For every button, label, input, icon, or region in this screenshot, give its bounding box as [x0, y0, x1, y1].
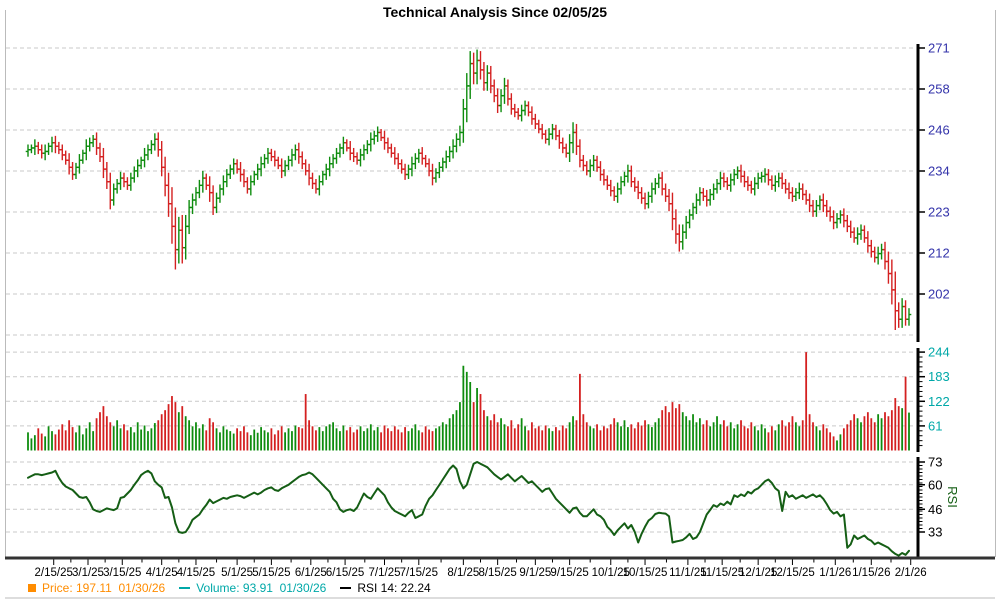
volume-axis: 244 183 122 61 — [919, 345, 950, 447]
x-axis-label: 1/1/26 — [819, 567, 851, 579]
x-axis-label: 3/15/25 — [103, 567, 141, 579]
x-axis: 2/15/25 3/1/25 3/15/25 4/1/25 4/15/25 5/1/25 5… — [5, 556, 995, 579]
rsi-axis-title: RSI — [945, 486, 960, 508]
volume-axis-label: 61 — [928, 418, 942, 433]
price-axis-label: 202 — [928, 287, 950, 302]
price-axis: 271 258 246 234 223 212 202 — [919, 41, 950, 302]
rsi-axis-label: 73 — [928, 455, 942, 470]
x-axis-label: 5/1/25 — [221, 567, 253, 579]
x-axis-label: 6/15/25 — [326, 567, 364, 579]
x-axis-label: 7/1/25 — [369, 567, 401, 579]
x-axis-label: 2/1/26 — [895, 567, 927, 579]
chart-legend: Price: 197.11 01/30/26 Volume: 93.91 01/3… — [28, 580, 431, 595]
volume-axis-label: 244 — [928, 345, 950, 360]
x-axis-label: 11/15/25 — [700, 567, 744, 579]
price-axis-label: 223 — [928, 205, 950, 220]
x-axis-label: 10/15/25 — [623, 567, 668, 579]
chart-title: Technical Analysis Since 02/05/25 — [382, 4, 608, 20]
volume-legend-label: Volume: 93.91 01/30/26 — [196, 580, 327, 595]
volume-axis-label: 122 — [928, 394, 950, 409]
x-axis-label: 9/15/25 — [550, 567, 588, 579]
rsi-axis: 73 60 46 33 RSI — [919, 455, 960, 540]
price-axis-label: 258 — [928, 82, 950, 97]
rsi-panel — [27, 461, 910, 557]
x-axis-label: 2/15/25 — [35, 567, 73, 579]
chart-frame — [5, 10, 996, 599]
rsi-legend-label: RSI 14: 22.24 — [357, 580, 431, 595]
x-axis-label: 10/1/25 — [592, 567, 630, 579]
rsi-axis-label: 33 — [928, 525, 942, 540]
volume-legend-marker-icon — [179, 586, 191, 589]
gridlines — [6, 47, 916, 533]
x-axis-label: 3/1/25 — [72, 567, 104, 579]
rsi-axis-label: 60 — [928, 477, 942, 492]
price-axis-label: 271 — [928, 41, 950, 56]
price-axis-label: 212 — [928, 246, 950, 261]
rsi-legend-marker-icon — [340, 586, 352, 589]
x-axis-label: 8/15/25 — [478, 567, 516, 579]
rsi-axis-label: 46 — [928, 502, 942, 517]
volume-axis-label: 183 — [928, 369, 950, 384]
x-axis-label: 12/1/25 — [739, 567, 777, 579]
price-legend-marker-icon — [28, 583, 36, 592]
x-axis-label: 11/1/25 — [669, 567, 707, 579]
price-bars — [25, 49, 912, 331]
price-axis-label: 246 — [928, 123, 950, 138]
x-axis-label: 6/1/25 — [295, 567, 327, 579]
x-axis-label: 5/15/25 — [252, 567, 290, 579]
x-axis-label: 7/15/25 — [400, 567, 438, 579]
x-axis-label: 9/1/25 — [519, 567, 551, 579]
x-axis-label: 8/1/25 — [447, 567, 479, 579]
price-axis-label: 234 — [928, 164, 950, 179]
rsi-line — [27, 461, 910, 557]
price-legend-label: Price: 197.11 01/30/26 — [42, 580, 166, 595]
x-axis-label: 1/15/26 — [852, 567, 890, 579]
x-axis-label: 12/15/25 — [770, 567, 815, 579]
volume-bars — [27, 352, 910, 451]
x-axis-label: 4/15/25 — [177, 567, 215, 579]
x-axis-label: 4/1/25 — [146, 567, 178, 579]
